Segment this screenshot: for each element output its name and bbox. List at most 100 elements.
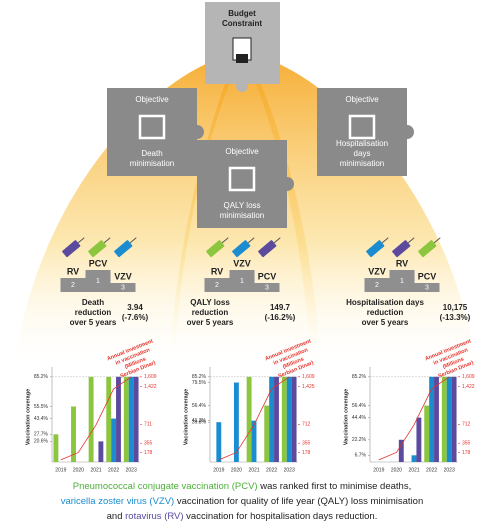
x-tick-label: 2023 bbox=[444, 467, 455, 473]
caption-segment: rotavirus (RV) bbox=[125, 511, 183, 522]
objective-text: days bbox=[354, 149, 371, 158]
puzzle-knob bbox=[190, 125, 204, 139]
y2-tick-label: 1,609 bbox=[302, 374, 315, 380]
outcome-text: Hospitalisation days bbox=[346, 298, 424, 307]
podium-rank: 1 bbox=[400, 278, 404, 285]
budget-text: Constraint bbox=[222, 19, 262, 28]
y2-tick-label: 1,609 bbox=[144, 374, 157, 380]
bar bbox=[264, 406, 269, 462]
x-tick-label: 2019 bbox=[373, 467, 384, 473]
podium-name: RV bbox=[67, 266, 79, 276]
outcome-value: 149.7 bbox=[270, 303, 291, 312]
bar bbox=[111, 419, 116, 462]
caption-segment: vaccination for quality of life year (QA… bbox=[174, 496, 423, 507]
y-tick-label: 27.7% bbox=[34, 432, 49, 438]
x-tick-label: 2020 bbox=[391, 467, 402, 473]
podium-rank: 2 bbox=[215, 282, 219, 289]
y2-tick-label: 1,422 bbox=[144, 384, 157, 390]
x-tick-label: 2019 bbox=[55, 467, 66, 473]
podium-name: RV bbox=[211, 266, 223, 276]
bar bbox=[287, 377, 292, 462]
bar bbox=[124, 377, 129, 462]
outcome-text: reduction bbox=[75, 308, 112, 317]
outcome-value: (-13.3%) bbox=[440, 313, 471, 322]
y-tick-label: 79.5% bbox=[192, 380, 207, 386]
y-tick-label: 56.4% bbox=[192, 403, 207, 409]
bar bbox=[53, 434, 58, 462]
x-tick-label: 2023 bbox=[284, 467, 295, 473]
bar bbox=[98, 441, 103, 462]
outcome-text: reduction bbox=[192, 308, 229, 317]
y2-tick-label: 1,422 bbox=[462, 384, 475, 390]
podium-rank: 3 bbox=[121, 284, 125, 291]
y2-tick-label: 712 bbox=[462, 422, 471, 428]
objective-text: QALY loss bbox=[223, 201, 260, 210]
bar bbox=[416, 418, 421, 462]
podium-name: PCV bbox=[89, 258, 108, 268]
infographic: BudgetConstraintObjectiveDeathminimisati… bbox=[0, 0, 484, 523]
bar bbox=[134, 377, 139, 462]
y-tick-label: 85.2% bbox=[352, 374, 367, 380]
podium-rank: 3 bbox=[265, 284, 269, 291]
y2-tick-label: 355 bbox=[144, 441, 153, 447]
y-tick-label: 39.8% bbox=[192, 420, 207, 426]
x-tick-label: 2021 bbox=[90, 467, 101, 473]
bar bbox=[282, 377, 287, 462]
caption-segment: was ranked first to minimise deaths, bbox=[258, 481, 412, 492]
y2-tick-label: 1,425 bbox=[302, 384, 315, 390]
bar bbox=[424, 406, 429, 462]
caption-line: and rotavirus (RV) vaccination for hospi… bbox=[107, 511, 378, 522]
caption-segment: and bbox=[107, 511, 126, 522]
podium-rank: 3 bbox=[425, 284, 429, 291]
bar bbox=[452, 377, 457, 462]
podium-name: VZV bbox=[233, 258, 251, 268]
outcome-text: reduction bbox=[367, 308, 404, 317]
y2-tick-label: 178 bbox=[302, 450, 311, 456]
y-tick-label: 22.2% bbox=[352, 437, 367, 443]
y-tick-label: 56.4% bbox=[352, 403, 367, 409]
caption-segment: Pneumococcal conjugate vaccination (PCV) bbox=[73, 481, 258, 492]
bar bbox=[129, 377, 134, 462]
y2-tick-label: 355 bbox=[302, 441, 311, 447]
objective-text: minimisation bbox=[130, 159, 174, 168]
caption-segment: vaccination for hospitalisation days red… bbox=[184, 511, 378, 522]
caption-segment: varicella zoster virus (VZV) bbox=[61, 496, 175, 507]
y-tick-label: 44.4% bbox=[352, 415, 367, 421]
bar bbox=[216, 422, 221, 462]
bar bbox=[434, 377, 439, 462]
y-tick-label: 6.7% bbox=[355, 453, 367, 459]
x-tick-label: 2020 bbox=[73, 467, 84, 473]
outcome-value: 3.94 bbox=[127, 303, 143, 312]
outcome-text: over 5 years bbox=[187, 318, 234, 327]
puzzle-knob bbox=[400, 125, 414, 139]
podium-rank: 1 bbox=[96, 278, 100, 285]
podium-name: PCV bbox=[258, 271, 277, 281]
bar bbox=[274, 377, 279, 462]
podium-name: VZV bbox=[114, 271, 132, 281]
bar bbox=[247, 377, 252, 462]
y-tick-label: 20.6% bbox=[34, 439, 49, 445]
outcome-text: QALY loss bbox=[190, 298, 230, 307]
podium-name: RV bbox=[396, 258, 408, 268]
y-axis-label: Vaccination coverage bbox=[183, 389, 189, 445]
podium-rank: 2 bbox=[71, 282, 75, 289]
objective-text: Death bbox=[141, 149, 162, 158]
x-tick-label: 2021 bbox=[408, 467, 419, 473]
outcome-text: over 5 years bbox=[70, 318, 117, 327]
objective-text: minimisation bbox=[340, 159, 384, 168]
outcome-value: 10,175 bbox=[443, 303, 468, 312]
objective-text: Objective bbox=[345, 95, 379, 104]
podium-rank: 2 bbox=[375, 282, 379, 289]
objective-text: Objective bbox=[135, 95, 169, 104]
y2-tick-label: 712 bbox=[302, 422, 311, 428]
outcome-text: Death bbox=[82, 298, 104, 307]
x-tick-label: 2022 bbox=[426, 467, 437, 473]
bar bbox=[412, 455, 417, 462]
content: BudgetConstraintObjectiveDeathminimisati… bbox=[25, 2, 474, 522]
podium-rank: 1 bbox=[240, 278, 244, 285]
objective-text: minimisation bbox=[220, 211, 264, 220]
bar bbox=[447, 377, 452, 462]
caption-line: Pneumococcal conjugate vaccination (PCV)… bbox=[73, 481, 411, 492]
y2-tick-label: 178 bbox=[144, 450, 153, 456]
budget-text: Budget bbox=[228, 9, 256, 18]
